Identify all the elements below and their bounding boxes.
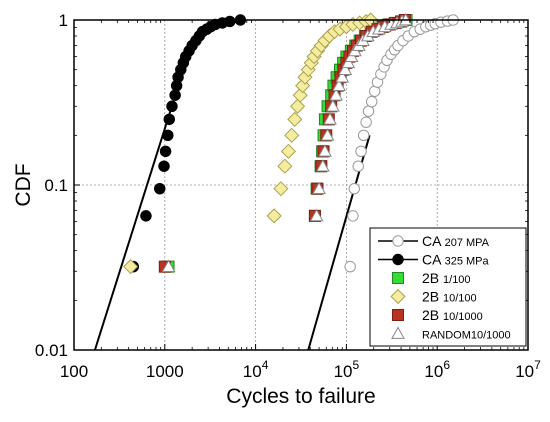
y-axis-label: CDF: [12, 163, 35, 206]
data-point: [338, 62, 353, 76]
data-point: [273, 181, 289, 197]
legend-entry: 2B 10/1000: [422, 307, 483, 323]
legend-entry: 2B 10/100: [422, 289, 477, 305]
y-tick-label: 0.01: [35, 341, 68, 360]
y-axis-ticks: 0.01 0.1 1: [35, 11, 528, 360]
y-tick-label: 0.1: [44, 176, 68, 195]
x-axis-ticks: 100 1000 104 105 106 107: [60, 20, 541, 381]
data-point: [325, 99, 340, 112]
data-point: [159, 145, 172, 158]
data-point: [323, 112, 337, 125]
data-point: [224, 15, 236, 28]
data-point: [140, 210, 152, 222]
data-point: [154, 182, 166, 195]
data-point: [352, 160, 364, 172]
data-point: [341, 55, 356, 69]
x-tick-label: 107: [515, 358, 541, 381]
data-point: [347, 210, 359, 222]
series-5: [161, 12, 413, 272]
series-0: [344, 14, 459, 273]
legend-marker: [392, 309, 404, 321]
data-point: [163, 113, 175, 126]
legend-marker: [392, 253, 404, 266]
series-1: [127, 14, 247, 273]
data-point: [344, 260, 356, 273]
data-point: [290, 98, 306, 114]
data-point: [123, 259, 139, 275]
y-tick-label: 1: [59, 11, 68, 30]
data-point: [266, 208, 282, 224]
legend-marker: [391, 326, 405, 339]
grid: [74, 20, 528, 350]
data-point: [166, 100, 178, 112]
data-point: [315, 159, 330, 172]
data-point: [287, 111, 303, 127]
x-axis-label: Cycles to failure: [226, 385, 375, 408]
data-points: [123, 12, 459, 275]
data-point: [320, 128, 335, 141]
legend-entry: 2B 1/100: [422, 270, 471, 286]
data-point: [309, 208, 324, 222]
data-point: [284, 127, 300, 143]
data-point: [365, 95, 378, 108]
x-tick-label: 104: [243, 358, 269, 381]
data-point: [162, 129, 174, 142]
data-point: [348, 182, 360, 195]
data-point: [277, 158, 293, 174]
data-point: [312, 181, 326, 195]
legend-box: [369, 227, 527, 347]
legend-entry: CA 207 MPA: [422, 233, 490, 249]
legend-marker: [392, 272, 404, 284]
data-point: [332, 78, 346, 92]
legend-marker: [390, 288, 406, 305]
series-3: [123, 12, 379, 275]
data-point: [158, 160, 170, 172]
data-point: [161, 259, 176, 272]
x-tick-label: 1000: [146, 362, 184, 381]
data-point: [360, 116, 372, 128]
data-point: [335, 70, 350, 83]
legend-marker: [392, 235, 404, 247]
legend: CA 207 MPA CA 325 MPa 2B 1/100 2B 10/100 2B …: [369, 227, 527, 347]
data-point: [329, 88, 343, 101]
x-tick-label: 105: [334, 358, 360, 381]
data-point: [362, 105, 375, 117]
data-point: [318, 144, 332, 157]
x-tick-label: 100: [60, 362, 88, 381]
fit-line: [93, 110, 172, 351]
legend-entry: CA 325 MPa: [422, 252, 489, 268]
data-point: [169, 89, 181, 101]
data-point: [280, 143, 297, 159]
data-point: [355, 145, 367, 158]
legend-entry: RANDOM10/1000: [422, 330, 511, 342]
data-point: [357, 129, 370, 142]
x-tick-label: 106: [424, 358, 450, 381]
